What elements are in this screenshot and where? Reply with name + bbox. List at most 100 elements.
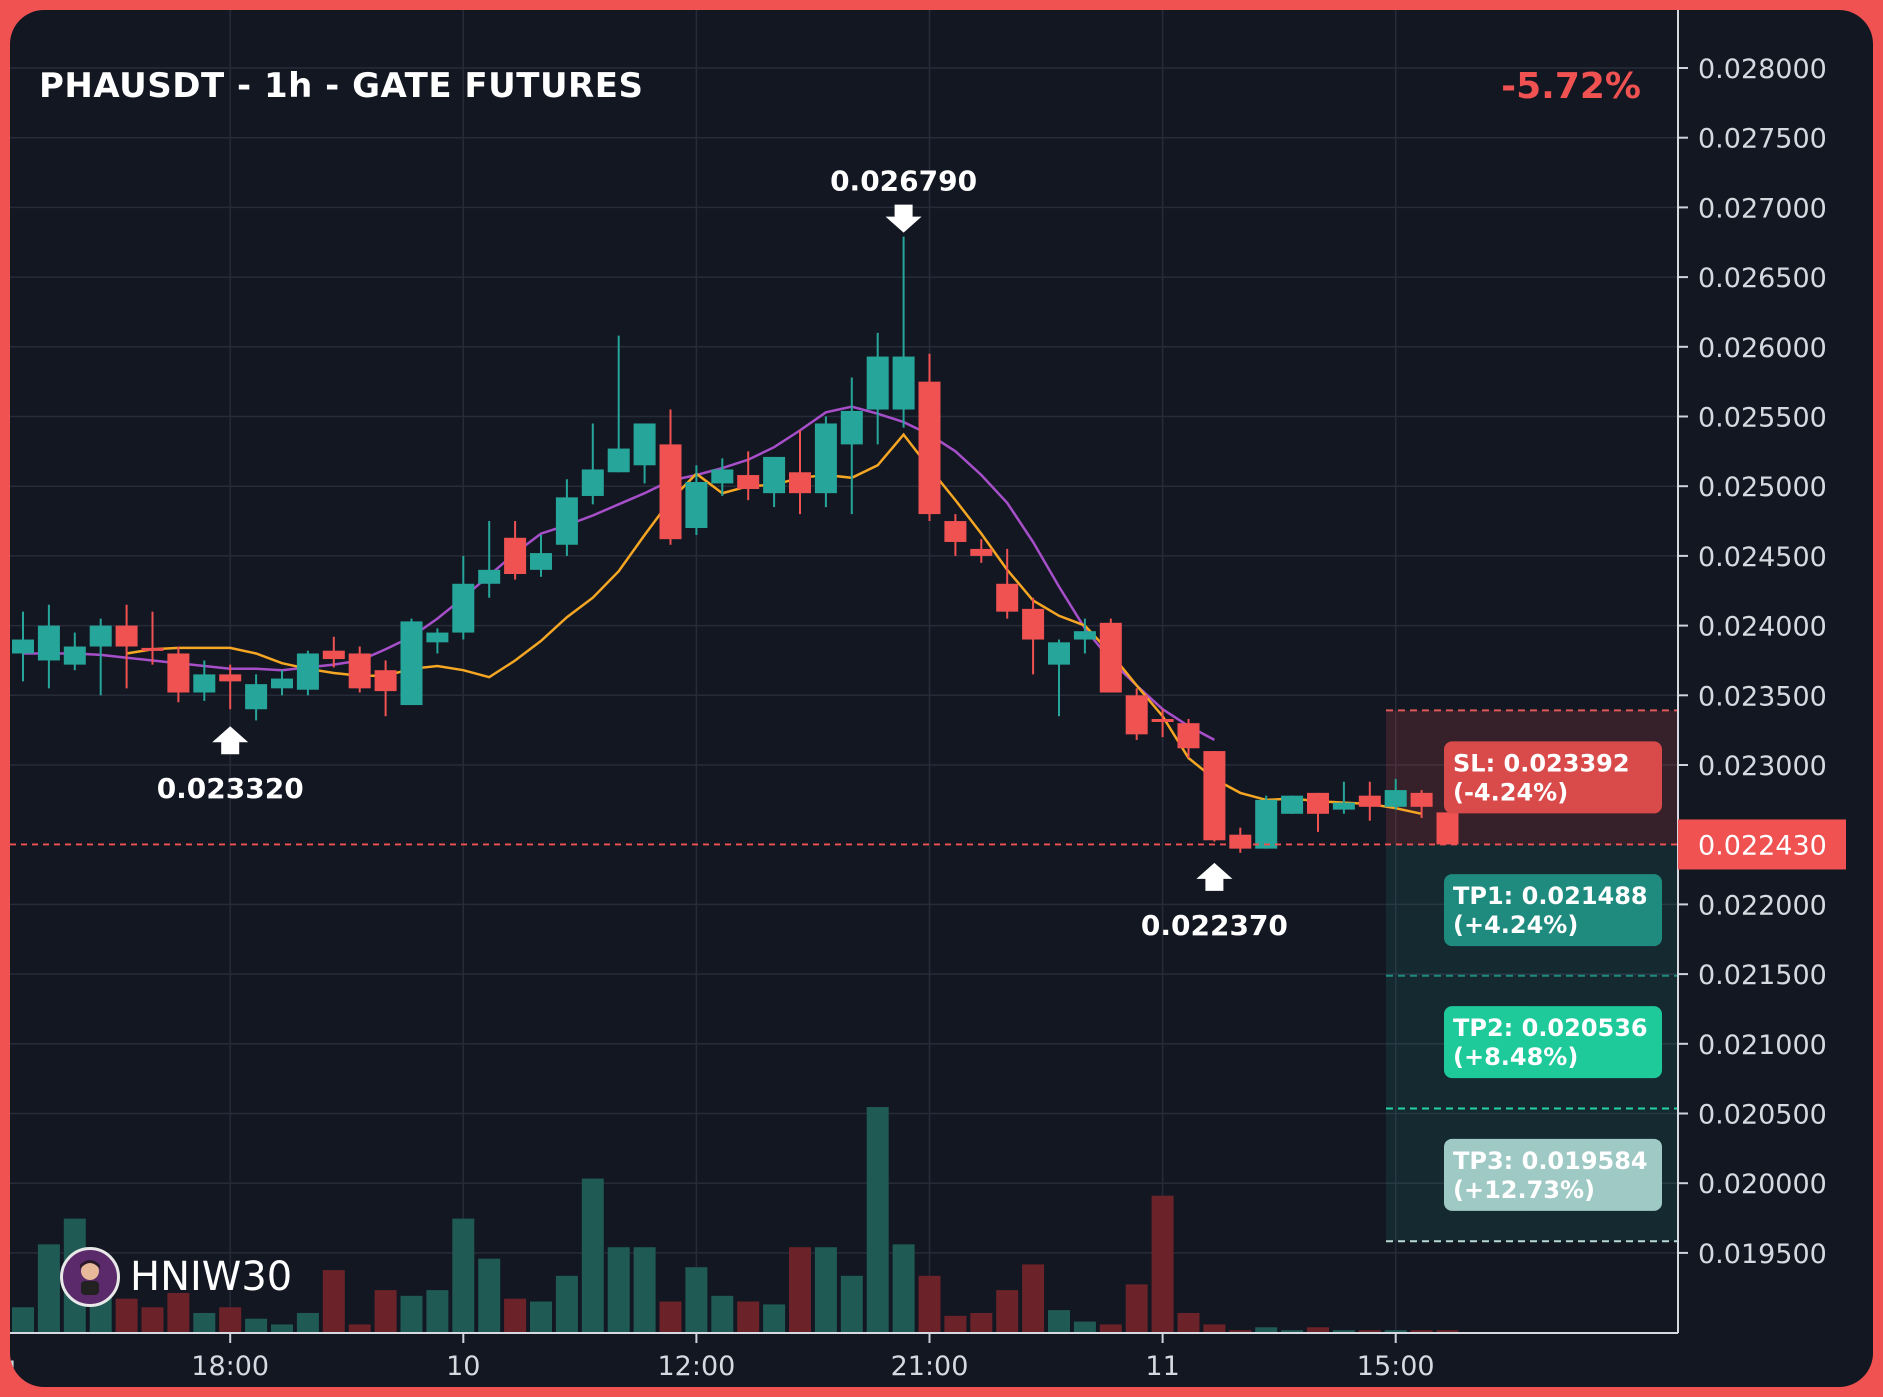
tp2-label-text: TP2: 0.020536 — [1453, 1014, 1648, 1042]
current-price-tag — [1678, 819, 1846, 870]
volume-bar — [219, 1307, 242, 1333]
volume-bar — [1410, 1330, 1433, 1333]
candle-body — [970, 548, 993, 556]
volume-bar — [452, 1218, 475, 1333]
volume-bar — [478, 1258, 501, 1333]
volume-bar — [1177, 1312, 1200, 1333]
x-tick-label: 18:00 — [191, 1351, 269, 1382]
price-change-percent: -5.72% — [1501, 66, 1641, 107]
candle-body — [1281, 795, 1304, 814]
volume-bar — [504, 1298, 527, 1333]
candle-body — [1332, 802, 1355, 810]
candle-body — [322, 650, 345, 660]
brand-name: HNIW30 — [130, 1254, 293, 1300]
volume-bar — [296, 1312, 319, 1333]
candle-body — [1358, 795, 1381, 807]
volume-bar — [400, 1295, 423, 1333]
sl-label-box — [1444, 741, 1662, 814]
candle-body — [763, 456, 786, 494]
volume-bar — [1125, 1284, 1148, 1333]
volume-bar — [1436, 1330, 1459, 1333]
brand: HNIW30 — [60, 1247, 292, 1307]
candle-body — [271, 678, 293, 689]
candle-body — [452, 583, 475, 633]
candle-body — [115, 625, 138, 647]
volume-bar — [840, 1275, 863, 1333]
candle-body — [193, 674, 216, 693]
tp3-label-text: TP3: 0.019584 — [1453, 1147, 1648, 1175]
y-tick-label: 0.019500 — [1698, 1239, 1827, 1270]
candle-body — [219, 674, 242, 682]
volume-bar — [892, 1244, 915, 1333]
y-tick-label: 0.028000 — [1698, 54, 1827, 85]
x-tick-label: 12:00 — [657, 1351, 735, 1382]
y-tick-label: 0.023000 — [1698, 751, 1827, 782]
candle-body — [1048, 642, 1070, 665]
candle-body — [348, 653, 371, 689]
volume-bar — [115, 1298, 138, 1333]
price-chart[interactable]: 0.028000 0.027500 0.027000 0.026500 0.026000… — [10, 10, 1873, 1387]
y-tick-label: 0.025500 — [1698, 403, 1827, 434]
volume-bar — [1332, 1330, 1355, 1333]
y-tick-label: 0.023500 — [1698, 681, 1827, 712]
y-tick-label: 0.021000 — [1698, 1030, 1827, 1061]
candle-body — [789, 472, 811, 494]
tp2-label-percent: (+8.48%) — [1453, 1043, 1578, 1071]
candle-body — [996, 583, 1019, 612]
avatar-icon — [60, 1247, 120, 1307]
tp2-label-box — [1444, 1006, 1662, 1079]
candle-body — [737, 475, 760, 489]
volume-bar — [1073, 1321, 1096, 1333]
volume-bar — [685, 1267, 708, 1333]
candle-body — [1073, 631, 1096, 640]
volume-bar — [633, 1247, 656, 1333]
volume-bar — [37, 1244, 60, 1333]
volume-bar — [996, 1290, 1019, 1333]
volume-bar — [866, 1107, 889, 1333]
tp1-label-text: TP1: 0.021488 — [1453, 882, 1648, 910]
candle-body — [1203, 751, 1226, 841]
volume-bar — [245, 1318, 268, 1333]
volume-bar — [1358, 1330, 1381, 1333]
volume-bar — [167, 1292, 190, 1333]
volume-bar — [1203, 1324, 1226, 1333]
candle-body — [400, 621, 423, 706]
candle-body — [1384, 790, 1407, 807]
low-price-label: 0.022370 — [1141, 909, 1288, 942]
volume-bar — [271, 1324, 293, 1333]
candle-body — [63, 646, 86, 665]
tp3-label-percent: (+12.73%) — [1453, 1176, 1595, 1204]
candle-body — [426, 632, 449, 643]
y-tick-label: 0.024000 — [1698, 612, 1827, 643]
candle-body — [1410, 792, 1433, 807]
candle-body — [1229, 834, 1252, 849]
chart-frame: 0.028000 0.027500 0.027000 0.026500 0.026000… — [10, 10, 1873, 1387]
candle-body — [1177, 723, 1200, 749]
volume-bar — [1307, 1327, 1329, 1333]
candle-body — [814, 423, 837, 494]
high-arrow-icon — [885, 204, 922, 233]
tp3-label-box — [1444, 1138, 1662, 1211]
volume-bar — [1229, 1330, 1252, 1333]
volume-bar — [970, 1312, 993, 1333]
candle-body — [944, 521, 967, 542]
tp1-label-percent: (+4.24%) — [1453, 911, 1578, 939]
candle-body — [167, 653, 190, 693]
candle-body — [12, 639, 34, 654]
low-arrow-icon — [1196, 862, 1233, 891]
volume-bar — [1099, 1324, 1122, 1333]
x-tick-label: 21:00 — [891, 1351, 969, 1382]
volume-bar — [12, 1307, 34, 1333]
candle-body — [1099, 622, 1122, 693]
candle-body — [1255, 799, 1278, 849]
candle-body — [866, 356, 889, 410]
candle-body — [892, 356, 915, 410]
volume-bar — [737, 1301, 760, 1333]
candle-body — [607, 448, 630, 473]
y-tick-label: 0.022000 — [1698, 890, 1827, 921]
volume-bar — [944, 1315, 967, 1333]
volume-bar — [530, 1301, 552, 1333]
volume-bar — [814, 1247, 837, 1333]
sl-label-percent: (-4.24%) — [1453, 778, 1568, 806]
volume-bar — [1022, 1264, 1045, 1333]
